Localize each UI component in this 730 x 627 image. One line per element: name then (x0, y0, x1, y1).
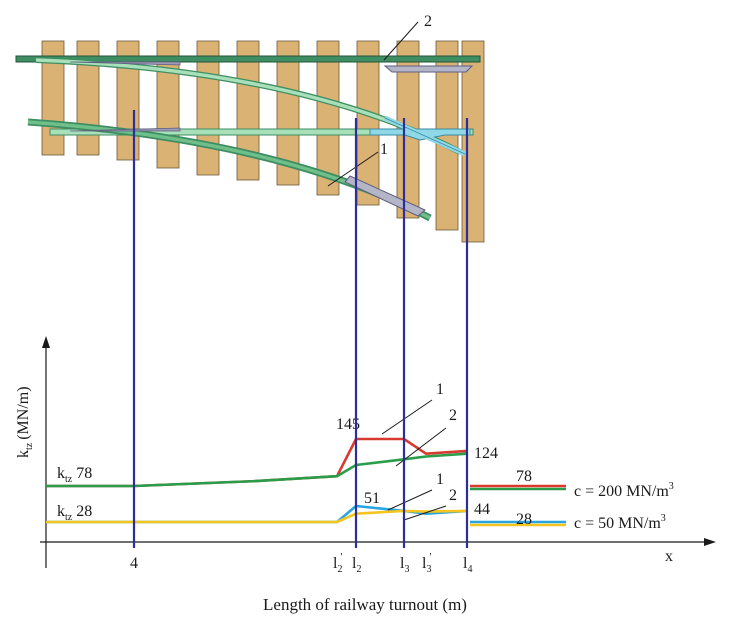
region-name-c50: c = 50 MN/m3 (574, 513, 666, 532)
check-rail-2 (383, 65, 474, 73)
series-layer (46, 437, 566, 527)
branch-leader-c50 (403, 505, 447, 521)
branch-leader-c50 (387, 489, 433, 511)
x-tick-label: l4 (463, 555, 472, 575)
x-tick-label: l2' (333, 551, 342, 575)
stiffness-chart: ktz (MN/m) x Length of railway turnout (m… (15, 336, 716, 614)
x-axis-symbol: x (665, 548, 673, 565)
vertical-guides (132, 110, 469, 548)
branch-leader-c200 (381, 399, 433, 435)
value-label-c50: 44 (474, 501, 490, 518)
y-axis-title: ktz (MN/m) (15, 386, 35, 458)
frog-wing-outline (384, 117, 466, 155)
y-axis-title-sub: tz (24, 442, 35, 450)
drawing-label-2: 2 (424, 13, 432, 30)
y-axis-arrow (42, 336, 50, 348)
x-tick-label: l3' (422, 551, 431, 575)
x-tick-label: 4 (130, 555, 138, 572)
region-start-label-c200: ktz 78 (57, 465, 92, 485)
ticks-layer: 4 l2' l2 l3 l3' l4 (130, 551, 472, 575)
straight-main-rail (15, 55, 481, 63)
value-label-c200: 124 (474, 445, 498, 462)
x-axis-title: Length of railway turnout (m) (263, 595, 467, 614)
straight-lower-rail (49, 128, 474, 136)
value-label-c200: 145 (336, 416, 360, 433)
series-line-c200-2 (46, 452, 468, 488)
value-label-c50: 51 (364, 490, 380, 507)
leader-1 (327, 151, 379, 187)
branch-label-c50: 2 (449, 487, 457, 504)
branch-label-c50: 1 (436, 471, 444, 488)
branch-label-c200: 2 (449, 407, 457, 424)
branch-label-c200: 1 (436, 381, 444, 398)
switch-blade-upper (69, 61, 181, 66)
region-name-c200: c = 200 MN/m3 (574, 481, 674, 500)
y-axis-title-main: k (15, 450, 32, 458)
value-label-c50: 28 (516, 511, 532, 528)
turnout-drawing: 2 1 (15, 13, 485, 243)
drawing-label-1: 1 (380, 141, 388, 158)
y-axis-title-units: (MN/m) (15, 386, 32, 439)
x-tick-label: l3 (400, 555, 409, 575)
value-label-c200: 78 (516, 468, 532, 485)
sleeper (236, 40, 260, 181)
sleeper (276, 40, 300, 186)
series-line-c50-2 (46, 509, 468, 524)
x-tick-label: l2 (352, 555, 361, 575)
sleeper (316, 40, 340, 196)
x-axis-arrow (704, 538, 716, 546)
region-start-label-c50: ktz 28 (57, 503, 92, 523)
leader-2 (383, 21, 419, 61)
switch-blade-lower (69, 127, 181, 132)
